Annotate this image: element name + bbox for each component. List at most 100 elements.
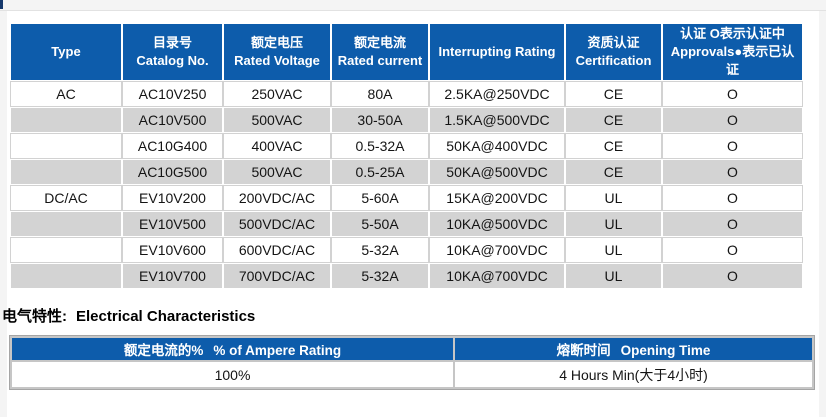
header-line-en: Approvals●表示已认证 (670, 44, 795, 77)
cell-catalog: EV10V600 (122, 237, 223, 263)
cell-interrupting: 50KA@500VDC (430, 160, 564, 184)
col-header-ampere-rating: 额定电流的% % of Ampere Rating (12, 338, 453, 360)
spec-header-row: Type 目录号 Catalog No. 额定电压 Rated Voltage … (11, 24, 802, 80)
section-title-zh: 电气特性: (2, 308, 67, 325)
col-header-interrupting-rating: Interrupting Rating (430, 24, 564, 80)
electrical-characteristics-table: 额定电流的% % of Ampere Rating 熔断时间 Opening Tim… (9, 335, 815, 390)
col-header-rated-voltage: 额定电压 Rated Voltage (224, 24, 330, 80)
col-header-rated-current: 额定电流 Rated current (332, 24, 428, 80)
spec-table: Type 目录号 Catalog No. 额定电压 Rated Voltage … (9, 22, 804, 290)
cell-approval: O (662, 237, 803, 263)
col-header-certification: 资质认证 Certification (566, 24, 661, 80)
cell-voltage: 400VAC (223, 133, 331, 159)
table-row: AC10G400 400VAC 0.5-32A 50KA@400VDC CE O (10, 133, 803, 159)
cell-approval: O (662, 81, 803, 107)
header-line-zh: 资质认证 (587, 35, 640, 50)
cell-voltage: 600VDC/AC (223, 237, 331, 263)
cell-current: 80A (331, 81, 429, 107)
col-header-opening-time: 熔断时间 Opening Time (455, 338, 812, 360)
header-line-en: Rated Voltage (234, 53, 320, 68)
cell-voltage: 500VAC (224, 160, 330, 184)
cell-catalog: EV10V200 (122, 185, 223, 211)
cell-catalog: EV10V500 (123, 212, 222, 236)
section-title-en: Electrical Characteristics (76, 308, 256, 325)
table-row: 100% 4 Hours Min(大于4小时) (12, 362, 812, 387)
cell-voltage: 200VDC/AC (223, 185, 331, 211)
cell-certification: CE (565, 81, 662, 107)
cell-interrupting: 2.5KA@250VDC (429, 81, 565, 107)
cell-interrupting: 15KA@200VDC (429, 185, 565, 211)
corner-fragment (0, 0, 3, 9)
top-strip (0, 0, 826, 11)
cell-type (11, 160, 121, 184)
cell-type (11, 264, 121, 288)
cell-voltage: 500VDC/AC (224, 212, 330, 236)
cell-current: 5-60A (331, 185, 429, 211)
cell-interrupting: 10KA@500VDC (430, 212, 564, 236)
cell-approval: O (663, 108, 802, 132)
cell-certification: UL (565, 237, 662, 263)
col-header-approvals: 认证 O表示认证中 Approvals●表示已认证 (663, 24, 802, 80)
cell-type: DC/AC (10, 185, 122, 211)
cell-approval: O (663, 264, 802, 288)
cell-certification: CE (566, 160, 661, 184)
cell-catalog: AC10V500 (123, 108, 222, 132)
cell-catalog: AC10V250 (122, 81, 223, 107)
header-line-zh: 认证 O表示认证中 (680, 26, 785, 41)
cell-type (11, 212, 121, 236)
cell-voltage: 500VAC (224, 108, 330, 132)
cell-current: 0.5-32A (331, 133, 429, 159)
cell-certification: UL (565, 185, 662, 211)
cell-catalog: EV10V700 (123, 264, 222, 288)
header-en: Opening Time (620, 343, 711, 358)
cell-current: 5-32A (332, 264, 428, 288)
table-row: EV10V700 700VDC/AC 5-32A 10KA@700VDC UL … (11, 264, 802, 288)
cell-catalog: AC10G500 (123, 160, 222, 184)
cell-opening-time: 4 Hours Min(大于4小时) (455, 362, 812, 387)
cell-interrupting: 50KA@400VDC (429, 133, 565, 159)
cell-interrupting: 10KA@700VDC (429, 237, 565, 263)
cell-catalog: AC10G400 (122, 133, 223, 159)
header-line-en: Catalog No. (136, 53, 209, 68)
table-row: EV10V500 500VDC/AC 5-50A 10KA@500VDC UL … (11, 212, 802, 236)
char-header-row: 额定电流的% % of Ampere Rating 熔断时间 Opening Tim… (12, 338, 812, 360)
cell-approval: O (662, 133, 803, 159)
table-row: AC10V500 500VAC 30-50A 1.5KA@500VDC CE O (11, 108, 802, 132)
cell-voltage: 250VAC (223, 81, 331, 107)
header-line-zh: 额定电流 (353, 35, 406, 50)
cell-interrupting: 1.5KA@500VDC (430, 108, 564, 132)
cell-ampere-rating: 100% (12, 362, 453, 387)
cell-type (10, 133, 122, 159)
col-header-catalog: 目录号 Catalog No. (123, 24, 222, 80)
cell-approval: O (662, 185, 803, 211)
left-margin-strip (0, 11, 7, 417)
cell-certification: CE (565, 133, 662, 159)
cell-type: AC (10, 81, 122, 107)
table-row: EV10V600 600VDC/AC 5-32A 10KA@700VDC UL … (10, 237, 803, 263)
cell-interrupting: 10KA@700VDC (430, 264, 564, 288)
cell-type (11, 108, 121, 132)
table-row: DC/AC EV10V200 200VDC/AC 5-60A 15KA@200V… (10, 185, 803, 211)
cell-approval: O (663, 160, 802, 184)
header-line-zh: 额定电压 (250, 35, 303, 50)
cell-current: 5-32A (331, 237, 429, 263)
right-margin-strip (819, 11, 826, 417)
header-zh: 额定电流的% (123, 343, 204, 358)
table-row: AC10G500 500VAC 0.5-25A 50KA@500VDC CE O (11, 160, 802, 184)
col-header-type: Type (11, 24, 121, 80)
header-line-en: Certification (575, 53, 652, 68)
header-line-zh: Type (51, 44, 81, 59)
section-title: 电气特性: Electrical Characteristics (2, 305, 255, 326)
header-line-zh: 目录号 (152, 35, 192, 50)
cell-current: 30-50A (332, 108, 428, 132)
header-en: % of Ampere Rating (213, 343, 342, 358)
cell-certification: UL (566, 264, 661, 288)
cell-certification: UL (566, 212, 661, 236)
table-row: AC AC10V250 250VAC 80A 2.5KA@250VDC CE O (10, 81, 803, 107)
cell-voltage: 700VDC/AC (224, 264, 330, 288)
cell-type (10, 237, 122, 263)
header-line-en: Interrupting Rating (438, 44, 556, 59)
cell-current: 0.5-25A (332, 160, 428, 184)
cell-current: 5-50A (332, 212, 428, 236)
